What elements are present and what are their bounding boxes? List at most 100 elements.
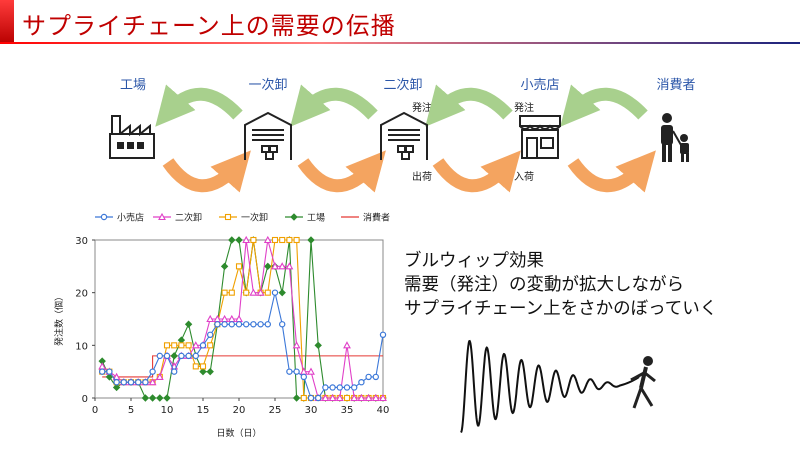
goods-arrow-icon (567, 150, 656, 193)
stage-label-consumer: 消費者 (656, 78, 696, 93)
data-point (228, 289, 235, 296)
store-icon (519, 115, 561, 159)
data-point (220, 262, 229, 271)
x-tick-label: 35 (341, 405, 354, 416)
data-point (264, 262, 272, 271)
stage-label-wholesale2: 二次卸 (383, 78, 423, 93)
data-point (343, 384, 351, 391)
data-point (171, 342, 178, 349)
data-point (357, 393, 366, 402)
data-point (185, 342, 192, 349)
walking-person-icon (630, 356, 656, 409)
slide-title: サプライチェーン上の需要の伝播 (22, 12, 396, 40)
title-bar: サプライチェーン上の需要の伝播 (0, 0, 800, 44)
data-point (286, 236, 293, 244)
amplified-wave-illustration (460, 339, 656, 433)
data-point (113, 378, 120, 386)
data-point (250, 236, 257, 244)
data-point (364, 393, 373, 402)
y-tick-label: 10 (75, 341, 88, 352)
x-tick-label: 40 (377, 405, 390, 416)
y-tick-label: 30 (75, 236, 88, 247)
data-point (235, 314, 243, 323)
data-point (278, 262, 287, 270)
x-tick-label: 20 (233, 405, 246, 416)
x-tick-label: 5 (128, 405, 134, 416)
demand-wave (460, 339, 640, 433)
data-point (177, 336, 186, 344)
data-point (350, 393, 359, 402)
data-point (207, 342, 214, 349)
order-arrow-icon (155, 84, 243, 127)
data-point (292, 341, 301, 349)
data-point (336, 384, 343, 391)
data-point (134, 378, 142, 386)
series-line (101, 239, 383, 399)
data-point (105, 373, 114, 381)
x-tick-label: 0 (92, 405, 98, 416)
legend-label: 消費者 (363, 212, 390, 224)
data-point (286, 368, 293, 375)
data-point (224, 213, 232, 221)
data-point (199, 342, 207, 349)
order-arrow-icon (560, 84, 648, 127)
data-point (300, 394, 307, 402)
warehouse-icon (244, 111, 292, 160)
goods-flow-arrows (162, 150, 656, 193)
data-point (191, 341, 200, 349)
data-point (220, 314, 229, 323)
data-point (235, 236, 243, 244)
data-point (263, 235, 272, 244)
x-tick-label: 15 (197, 405, 210, 416)
legend-label: 一次卸 (241, 212, 268, 224)
data-point (149, 368, 156, 375)
goods-arrow-icon (297, 150, 386, 193)
data-point (329, 384, 336, 391)
data-point (279, 236, 286, 244)
data-point (206, 367, 214, 376)
data-point (293, 236, 300, 244)
data-point (278, 288, 286, 297)
data-point (343, 341, 351, 349)
data-point (227, 314, 236, 323)
data-point (170, 352, 178, 360)
data-point (271, 236, 279, 244)
data-point (170, 368, 178, 375)
y-axis-label: 発注数（個） (53, 292, 65, 346)
factory-icon (109, 115, 155, 159)
data-point (148, 394, 157, 402)
flow-label-order: 発注 (514, 103, 534, 114)
data-point (192, 352, 199, 360)
y-tick-label: 0 (82, 394, 88, 405)
data-point (292, 394, 301, 402)
data-point (192, 363, 199, 370)
flow-label-order: 発注 (412, 103, 432, 114)
data-point (120, 378, 128, 386)
data-point (163, 352, 171, 360)
data-point (250, 321, 257, 328)
data-point (98, 362, 107, 370)
data-point (228, 321, 235, 328)
data-point (315, 394, 322, 402)
data-point (163, 342, 171, 349)
title-accent-bar (0, 0, 14, 44)
data-point (184, 320, 193, 328)
data-point (279, 321, 286, 328)
data-point (343, 394, 351, 402)
message-line: 需要（発注）の変動が拡大しながら (404, 275, 684, 295)
data-point (178, 342, 185, 349)
data-point (141, 394, 150, 402)
data-point (178, 352, 185, 360)
data-point (379, 393, 387, 402)
data-point (242, 321, 250, 328)
data-point (221, 289, 228, 296)
message-heading: ブルウィップ効果 (404, 251, 544, 271)
data-point (271, 262, 279, 270)
data-point (156, 352, 163, 360)
data-point (127, 378, 135, 386)
data-point (206, 314, 215, 323)
x-tick-label: 10 (161, 405, 174, 416)
series-line (102, 355, 383, 378)
x-tick-label: 25 (269, 405, 282, 416)
series-line (102, 292, 384, 399)
